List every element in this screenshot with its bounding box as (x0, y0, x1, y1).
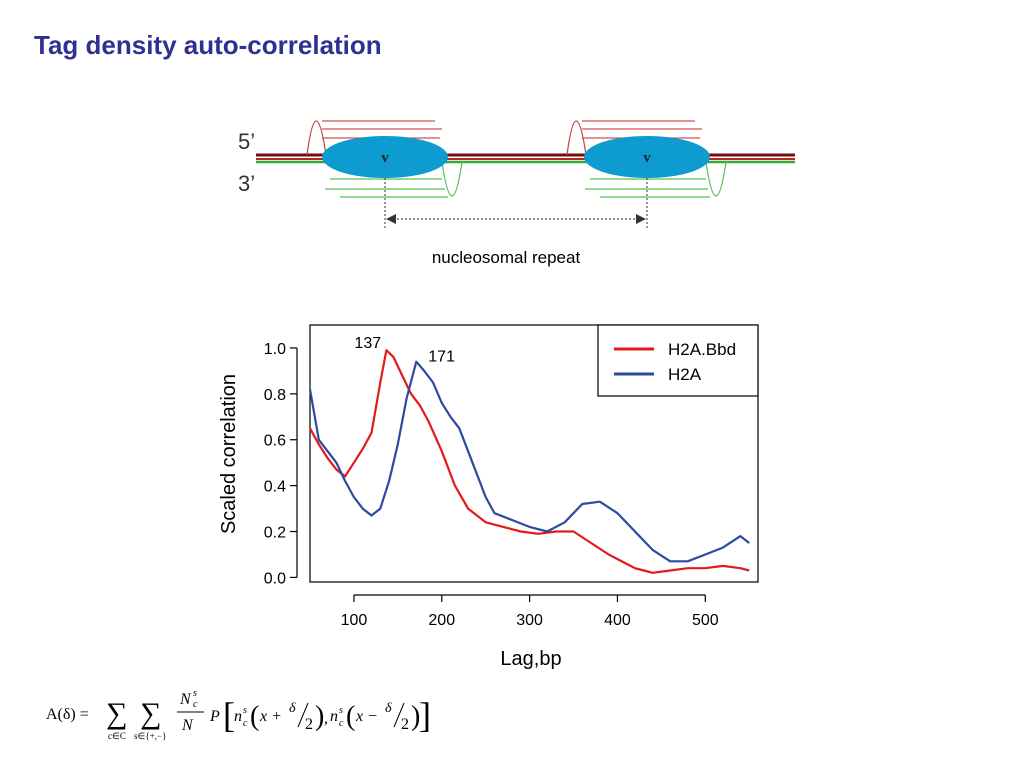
x-tick-label: 300 (516, 612, 543, 629)
y-tick-label: 0.0 (264, 570, 286, 587)
strand-3-label: 3’ (238, 171, 255, 196)
formula-sum-1-icon: ∑ (106, 697, 127, 730)
formula-p: P (209, 708, 220, 725)
reverse-tag-peak-1 (441, 161, 463, 197)
repeat-arrow-head-right (636, 214, 646, 224)
legend-box (597, 324, 759, 397)
forward-tag-peak-1 (306, 120, 327, 156)
formula-paren-open-1: ( (250, 701, 259, 732)
nucleosome-2-label: v (643, 150, 651, 166)
formula-slash-2 (393, 702, 405, 728)
formula-lhs: A(δ) = (46, 706, 89, 723)
nucleosome-diagram: 5’ 3’ v v nucleosomal repeat (238, 120, 795, 267)
forward-tag-peak-2 (566, 120, 587, 156)
formula-paren-open-2: ( (346, 701, 355, 732)
formula-n-1-sup: s (243, 705, 247, 716)
x-axis-label: Lag,bp (500, 648, 561, 670)
y-tick-label: 0.2 (264, 525, 286, 542)
legend-entry-h2a: H2A (668, 365, 702, 384)
x-tick-label: 200 (428, 612, 455, 629)
nucleosome-1-label: v (381, 150, 389, 166)
formula-arg-1: x + (259, 708, 282, 725)
autocorrelation-formula: A(δ) = ∑ c∈C ∑ s∈{+,−} N s c N P [ n s c… (46, 688, 430, 741)
x-tick-label: 100 (341, 612, 368, 629)
formula-frac-num: N (179, 691, 192, 708)
legend: H2A.Bbd H2A (597, 324, 759, 397)
formula-delta-1: δ (289, 701, 296, 716)
reverse-tag-peak-2 (705, 161, 727, 197)
y-tick-label: 0.6 (264, 433, 286, 450)
y-tick-label: 0.4 (264, 479, 286, 496)
strand-5-label: 5’ (238, 129, 255, 154)
formula-n-1: n (234, 708, 242, 725)
formula-paren-close-1: ) (315, 701, 324, 732)
formula-frac-den: N (181, 717, 194, 734)
y-tick-label: 1.0 (264, 341, 286, 358)
x-tick-label: 500 (692, 612, 719, 629)
formula-n-2-sub: c (339, 718, 344, 729)
formula-sum-1-sub: c∈C (108, 731, 126, 741)
series-line-h2a-bbd (309, 349, 750, 574)
peak-annotation: 137 (354, 335, 381, 352)
formula-slash-1 (297, 702, 309, 728)
formula-n-1-sub: c (243, 718, 248, 729)
peak-annotation: 171 (428, 348, 455, 365)
formula-n-2: n (330, 708, 338, 725)
formula-bracket-close: ] (419, 695, 430, 735)
formula-paren-close-2: ) (411, 701, 420, 732)
repeat-label: nucleosomal repeat (432, 248, 581, 267)
formula-n-2-sup: s (339, 705, 343, 716)
nucleosome-1 (322, 136, 448, 178)
formula-sum-2-icon: ∑ (140, 697, 161, 730)
formula-sum-2-sub: s∈{+,−} (134, 731, 166, 741)
x-tick-label: 400 (604, 612, 631, 629)
formula-frac-num-sub: c (193, 699, 198, 710)
autocorrelation-chart: 0.0 0.2 0.4 0.6 0.8 1.0 100 200 300 400 500 137 171… (218, 324, 759, 670)
y-axis-label: Scaled correlation (218, 374, 240, 534)
formula-comma: , (324, 710, 328, 727)
formula-frac-num-sup: s (193, 688, 197, 699)
formula-two-2: 2 (401, 716, 409, 733)
formula-arg-2: x − (355, 708, 378, 725)
y-tick-label: 0.8 (264, 387, 286, 404)
repeat-arrow-head-left (386, 214, 396, 224)
series-line-h2a (308, 360, 750, 563)
legend-entry-h2a-bbd: H2A.Bbd (668, 340, 736, 359)
formula-two-1: 2 (305, 716, 313, 733)
formula-delta-2: δ (385, 701, 392, 716)
nucleosome-2 (584, 136, 710, 178)
plot-frame (309, 324, 759, 583)
formula-bracket-open: [ (223, 695, 235, 735)
slide-title: Tag density auto-correlation (34, 30, 382, 60)
